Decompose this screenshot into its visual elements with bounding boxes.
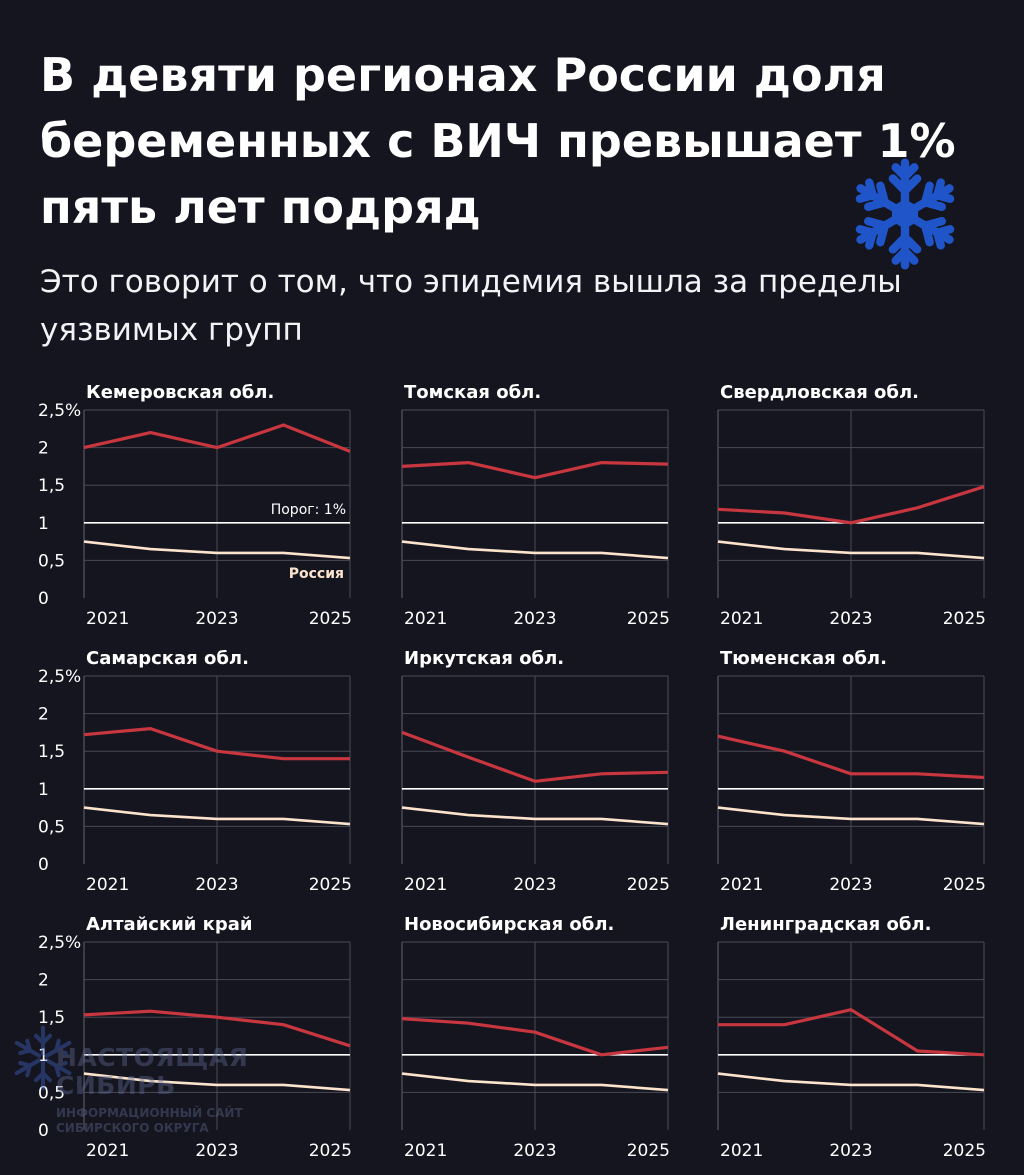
x-tick-label: 2023	[195, 609, 238, 629]
x-tick-label: 2023	[829, 609, 872, 629]
chart-panel-title: Томская обл.	[404, 382, 541, 403]
y-tick-label: 0	[38, 589, 49, 609]
y-tick-label: 0,5	[38, 817, 65, 837]
chart-panel-title: Тюменская обл.	[720, 648, 887, 669]
chart-panel-title: Свердловская обл.	[720, 382, 919, 403]
chart-panel-title: Ленинградская обл.	[720, 914, 931, 935]
region-series-line	[401, 730, 669, 783]
x-tick-label: 2023	[829, 875, 872, 895]
region-series-line	[717, 485, 985, 525]
x-tick-label: 2025	[309, 875, 352, 895]
russia-series-line	[83, 1072, 351, 1092]
x-tick-label: 2021	[86, 1141, 129, 1161]
region-series-line	[83, 1009, 351, 1048]
region-series-line	[718, 1008, 985, 1057]
y-tick-label: 1	[38, 780, 49, 800]
y-tick-label: 1	[38, 514, 49, 534]
russia-series-line	[717, 540, 985, 560]
x-tick-label: 2025	[627, 609, 670, 629]
y-tick-label: 1	[38, 1046, 49, 1066]
chart-panel-title: Новосибирская обл.	[404, 914, 614, 935]
threshold-label: Порог: 1%	[271, 502, 346, 518]
y-tick-label: 2,5%	[38, 401, 81, 421]
chart-panel-title: Самарская обл.	[86, 648, 249, 669]
y-tick-label: 0	[38, 855, 49, 875]
x-tick-label: 2023	[195, 875, 238, 895]
x-tick-label: 2023	[513, 609, 556, 629]
y-tick-label: 2	[38, 439, 49, 459]
y-tick-label: 0,5	[38, 551, 65, 571]
y-tick-label: 2,5%	[38, 933, 81, 953]
region-series-line	[401, 461, 669, 480]
x-tick-label: 2021	[86, 875, 129, 895]
x-tick-label: 2021	[720, 609, 763, 629]
russia-series-line	[401, 1072, 669, 1092]
x-tick-label: 2025	[309, 609, 352, 629]
x-tick-label: 2023	[513, 1141, 556, 1161]
chart-panel-title: Иркутская обл.	[404, 648, 564, 669]
chart-panel-title: Кемеровская обл.	[86, 382, 274, 403]
y-tick-label: 1,5	[38, 1008, 65, 1028]
y-tick-label: 1,5	[38, 742, 65, 762]
region-series-line	[717, 734, 985, 780]
y-tick-label: 2,5%	[38, 667, 81, 687]
x-tick-label: 2025	[627, 1141, 670, 1161]
x-tick-label: 2023	[513, 875, 556, 895]
x-tick-label: 2021	[86, 609, 129, 629]
russia-series-label: Россия	[289, 566, 344, 582]
region-series-line	[401, 1017, 669, 1057]
x-tick-label: 2025	[309, 1141, 352, 1161]
russia-series-line	[401, 540, 669, 560]
x-tick-label: 2025	[943, 609, 986, 629]
russia-series-line	[401, 806, 669, 826]
russia-series-line	[717, 1072, 985, 1092]
russia-series-line	[83, 806, 351, 826]
x-tick-label: 2021	[404, 875, 447, 895]
y-tick-label: 2	[38, 971, 49, 991]
x-tick-label: 2025	[943, 875, 986, 895]
x-tick-label: 2021	[720, 1141, 763, 1161]
russia-series-line	[717, 806, 985, 826]
x-tick-label: 2023	[195, 1141, 238, 1161]
chart-panel-title: Алтайский край	[86, 914, 253, 935]
x-tick-label: 2021	[404, 1141, 447, 1161]
y-tick-label: 0,5	[38, 1083, 65, 1103]
x-tick-label: 2025	[627, 875, 670, 895]
russia-series-line	[83, 540, 351, 560]
x-tick-label: 2025	[943, 1141, 986, 1161]
page-subtitle: Это говорит о том, что эпидемия вышла за…	[40, 264, 902, 348]
y-tick-label: 1,5	[38, 476, 65, 496]
x-tick-label: 2023	[829, 1141, 872, 1161]
snowflake-icon	[846, 158, 964, 270]
x-tick-label: 2021	[404, 609, 447, 629]
y-tick-label: 2	[38, 705, 49, 725]
x-tick-label: 2021	[720, 875, 763, 895]
y-tick-label: 0	[38, 1121, 49, 1141]
page-title: В девяти регионах России доля беременных…	[40, 48, 956, 234]
region-series-line	[83, 423, 351, 453]
region-series-line	[83, 726, 350, 761]
